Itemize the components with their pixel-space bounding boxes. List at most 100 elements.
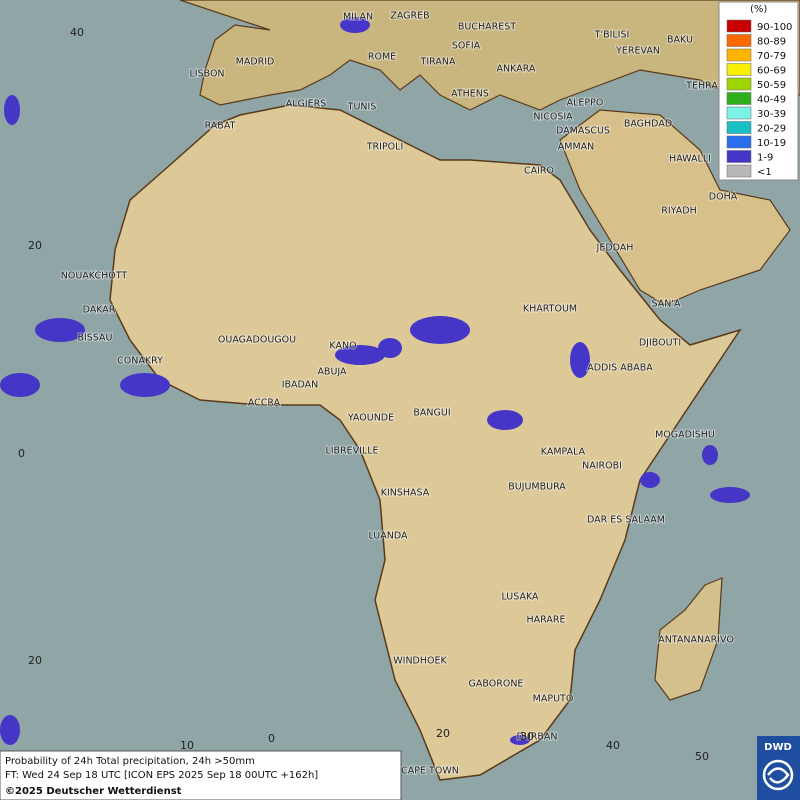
city-label: ALEPPO bbox=[567, 98, 604, 109]
legend-label: 10-19 bbox=[757, 138, 786, 149]
city-label: T'BILISI bbox=[594, 30, 630, 41]
legend-swatch bbox=[726, 92, 752, 105]
lon-label: 40 bbox=[606, 739, 620, 752]
lon-label: 30 bbox=[520, 730, 534, 743]
city-label: DAKAR bbox=[83, 305, 116, 316]
city-label: DJIBOUTI bbox=[639, 338, 681, 349]
city-label: BANGUI bbox=[413, 408, 450, 419]
legend-swatch bbox=[726, 63, 752, 76]
city-label: SOFIA bbox=[452, 41, 481, 52]
city-label: KANO bbox=[329, 341, 356, 352]
logo-text: DWD bbox=[764, 742, 792, 753]
city-label: RIYADH bbox=[661, 206, 696, 217]
city-labels: MILAN ZAGREB BUCHAREST MADRID ROME SOFIA T'BIL… bbox=[60, 10, 739, 778]
legend-label: 20-29 bbox=[757, 124, 786, 135]
city-label: LUSAKA bbox=[501, 592, 539, 603]
city-label: HAWALLI bbox=[669, 154, 711, 165]
city-label: MAPUTO bbox=[533, 694, 574, 705]
legend-label: 60-69 bbox=[757, 66, 786, 77]
legend-swatch bbox=[726, 150, 752, 163]
city-label: ALGIERS bbox=[286, 99, 327, 110]
city-label: BISSAU bbox=[77, 333, 112, 344]
lon-label: 20 bbox=[436, 727, 450, 740]
city-label: OUAGADOUGOU bbox=[218, 335, 296, 346]
footer-line: Probability of 24h Total precipitation, … bbox=[5, 756, 255, 767]
city-label: CAPE TOWN bbox=[401, 766, 459, 777]
city-label: BAKU bbox=[667, 35, 693, 46]
legend-swatch bbox=[726, 106, 752, 120]
city-label: RABAT bbox=[205, 121, 236, 132]
city-label: LUANDA bbox=[368, 531, 408, 542]
city-label: DURBAN bbox=[517, 732, 558, 743]
legend-title: (%) bbox=[750, 4, 767, 15]
city-label: KHARTOUM bbox=[523, 304, 577, 315]
lon-label: 0 bbox=[268, 732, 275, 745]
legend: (%) 90-100 80-89 70-79 60-69 50-59 40-49 30-39… bbox=[718, 1, 799, 181]
city-label: YAOUNDE bbox=[347, 413, 394, 424]
city-label: AMMAN bbox=[558, 142, 595, 153]
footer-box bbox=[0, 750, 402, 801]
city-label: JEDDAH bbox=[596, 243, 634, 254]
legend-label: 40-49 bbox=[757, 95, 786, 106]
city-label: KINSHASA bbox=[381, 488, 430, 499]
legend-label: 90-100 bbox=[757, 22, 792, 33]
city-label: NICOSIA bbox=[533, 112, 573, 123]
legend-swatch bbox=[726, 19, 752, 33]
city-label: SAN'A bbox=[652, 299, 681, 310]
madagascar bbox=[654, 577, 723, 701]
city-label: ROME bbox=[368, 52, 396, 63]
lat-label: 20 bbox=[28, 654, 42, 667]
legend-swatch bbox=[726, 164, 752, 178]
europe bbox=[179, 0, 800, 111]
legend-swatch bbox=[726, 135, 752, 149]
city-label: TIRANA bbox=[420, 57, 456, 68]
city-label: MILAN bbox=[343, 12, 373, 23]
city-label: LIBREVILLE bbox=[325, 446, 378, 457]
graticule-labels: 40 20 0 20 10 0 20 30 40 50 bbox=[18, 26, 709, 763]
city-label: IBADAN bbox=[282, 380, 319, 391]
arabia bbox=[559, 109, 791, 306]
footer-line: FT: Wed 24 Sep 18 UTC [ICON EPS 2025 Sep… bbox=[5, 770, 318, 781]
city-label: DOHA bbox=[709, 192, 738, 203]
lon-label: 50 bbox=[695, 750, 709, 763]
city-label: BUCHAREST bbox=[458, 22, 516, 33]
lat-label: 0 bbox=[18, 447, 25, 460]
city-label: MOGADISHU bbox=[655, 430, 715, 441]
city-label: DAMASCUS bbox=[556, 126, 610, 137]
city-label: TUNIS bbox=[347, 102, 377, 113]
city-label: CONAKRY bbox=[117, 356, 163, 367]
precipitation-areas bbox=[0, 17, 750, 745]
lat-label: 20 bbox=[28, 239, 42, 252]
city-label: ADDIS ABABA bbox=[587, 363, 653, 374]
city-label: YEREVAN bbox=[615, 46, 660, 57]
city-label: LISBON bbox=[189, 69, 224, 80]
city-label: GABORONE bbox=[469, 679, 524, 690]
legend-swatch bbox=[726, 34, 752, 47]
city-label: BUJUMBURA bbox=[508, 482, 566, 493]
city-label: MADRID bbox=[236, 57, 275, 68]
city-label: NOUAKCHOTT bbox=[61, 271, 128, 282]
city-label: ANTANANARIVO bbox=[658, 635, 734, 646]
lat-label: 40 bbox=[70, 26, 84, 39]
legend-swatch bbox=[726, 121, 752, 134]
city-label: CAIRO bbox=[524, 166, 554, 177]
legend-swatch bbox=[726, 48, 752, 62]
city-label: BAGHDAD bbox=[624, 119, 672, 130]
logo-emblem bbox=[762, 759, 794, 791]
legend-label: 50-59 bbox=[757, 80, 786, 91]
legend-label: 80-89 bbox=[757, 37, 786, 48]
footer-line: ©2025 Deutscher Wetterdienst bbox=[5, 786, 182, 797]
legend-label: 70-79 bbox=[757, 51, 786, 62]
lon-label: 10 bbox=[180, 739, 194, 752]
logo-swirl bbox=[767, 767, 790, 784]
city-label: KAMPALA bbox=[541, 447, 586, 458]
city-label: TRIPOLI bbox=[366, 142, 404, 153]
city-label: WINDHOEK bbox=[393, 656, 447, 667]
city-label: NAIROBI bbox=[582, 461, 622, 472]
legend-swatch bbox=[726, 77, 752, 91]
legend-label: 1-9 bbox=[757, 153, 773, 164]
africa bbox=[109, 104, 742, 781]
city-label: ZAGREB bbox=[390, 11, 429, 22]
city-label: ANKARA bbox=[497, 64, 536, 75]
